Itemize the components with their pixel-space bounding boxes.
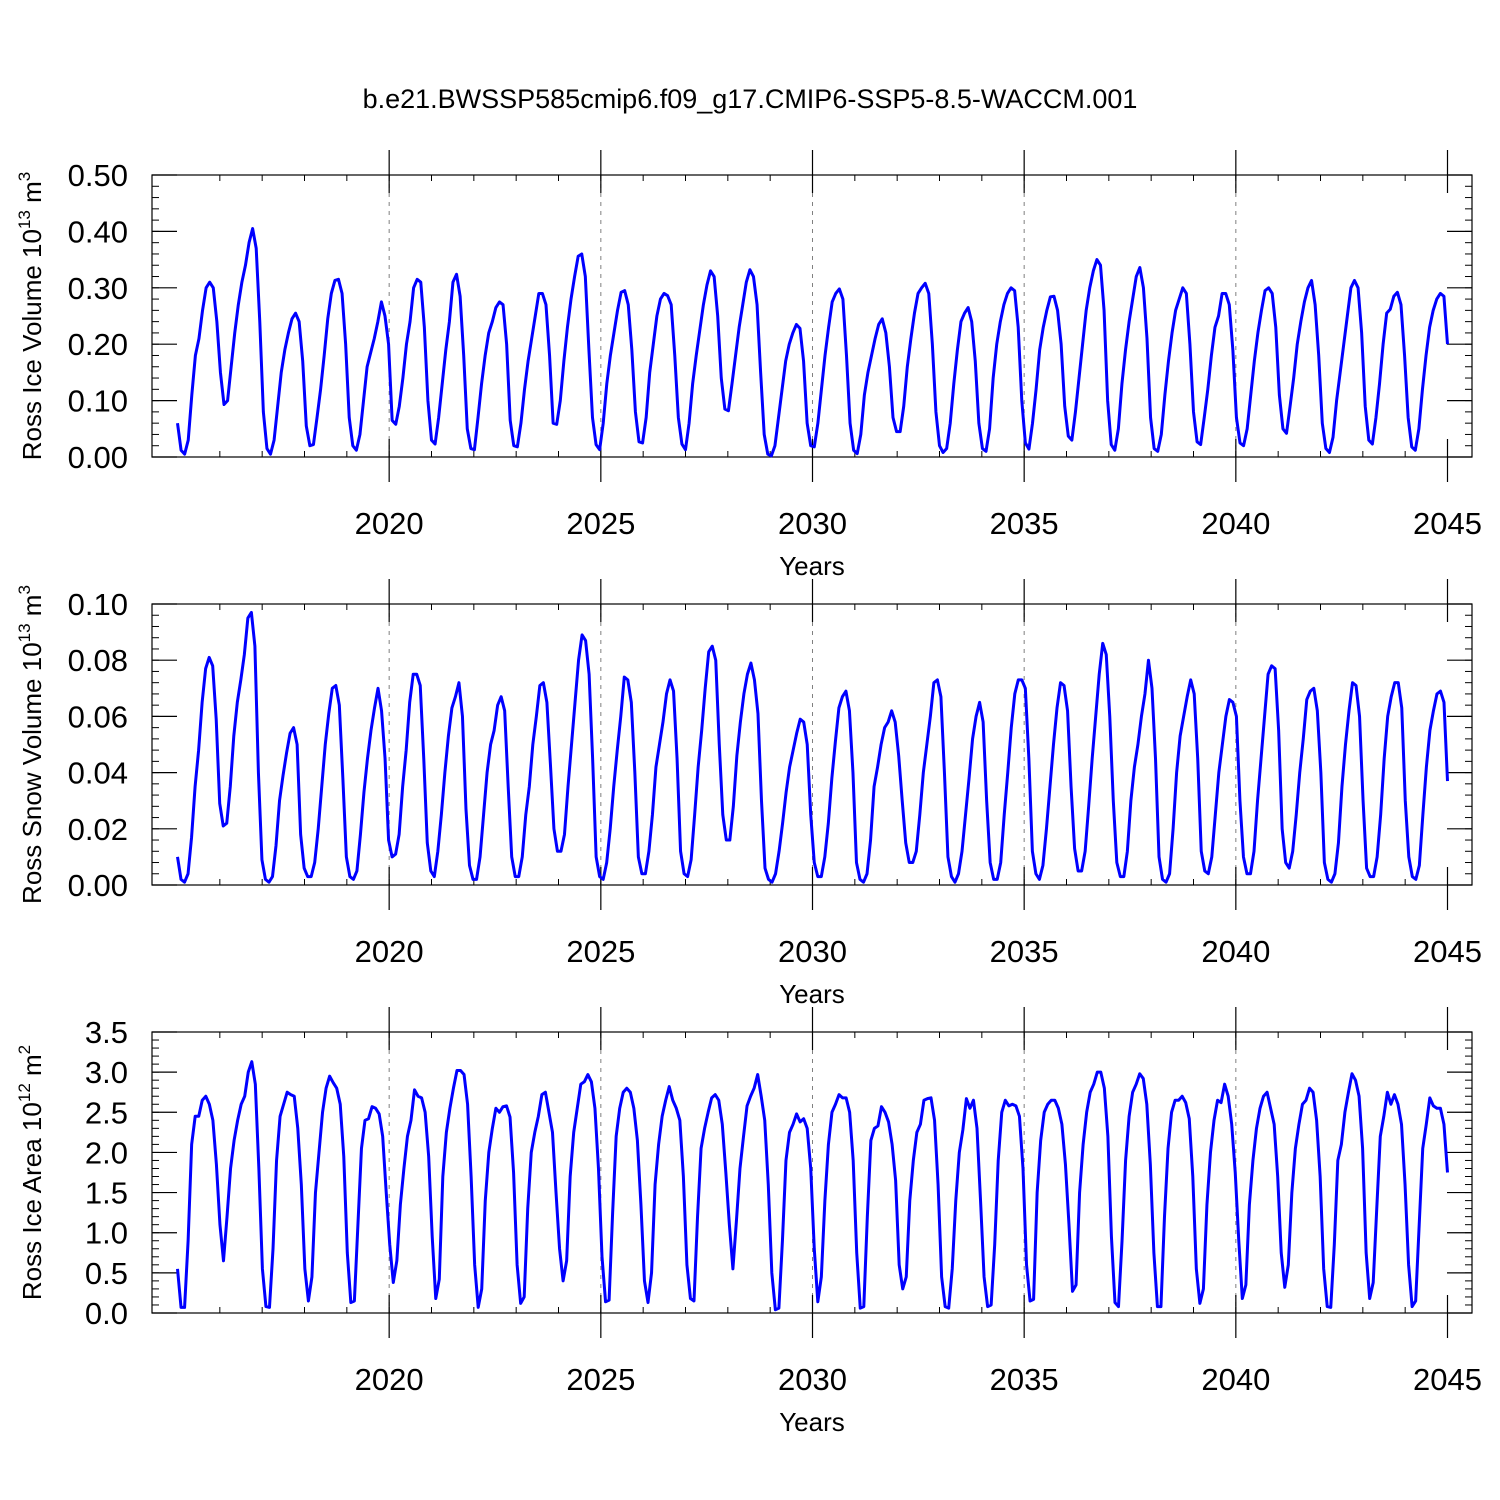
y-axis-label-part: m bbox=[17, 595, 47, 624]
x-tick-label: 2045 bbox=[1413, 934, 1482, 969]
x-tick-label: 2045 bbox=[1413, 506, 1482, 541]
y-tick-label: 0.00 bbox=[68, 440, 128, 475]
y-tick-label: 0.40 bbox=[68, 214, 128, 249]
y-axis-label-part: 3 bbox=[15, 172, 34, 181]
y-axis-label-part: Ross Ice Volume 10 bbox=[17, 229, 47, 460]
y-tick-label: 0.20 bbox=[68, 327, 128, 362]
y-tick-label: 0.00 bbox=[68, 868, 128, 903]
x-tick-label: 2035 bbox=[990, 1362, 1059, 1397]
y-tick-label: 0.10 bbox=[68, 587, 128, 622]
y-axis-label: Ross Ice Volume 1013 m3 bbox=[15, 172, 47, 461]
y-axis-label: Ross Snow Volume 1013 m3 bbox=[15, 585, 47, 904]
x-tick-label: 2030 bbox=[778, 1362, 847, 1397]
x-tick-label: 2040 bbox=[1201, 1362, 1270, 1397]
y-tick-label: 0.08 bbox=[68, 643, 128, 678]
x-tick-label: 2045 bbox=[1413, 1362, 1482, 1397]
series-line-1 bbox=[176, 610, 1449, 884]
y-axis-label-part: m bbox=[17, 1054, 47, 1083]
y-tick-label: 3.0 bbox=[85, 1055, 128, 1090]
y-axis-label-part: 12 bbox=[15, 1083, 34, 1102]
x-axis-label: Years bbox=[779, 551, 845, 581]
page-title: b.e21.BWSSP585cmip6.f09_g17.CMIP6-SSP5-8… bbox=[362, 84, 1138, 114]
y-tick-label: 3.5 bbox=[85, 1015, 128, 1050]
x-tick-label: 2025 bbox=[566, 934, 635, 969]
x-tick-label: 2030 bbox=[778, 934, 847, 969]
x-tick-label: 2020 bbox=[355, 1362, 424, 1397]
y-axis-label-part: Ross Snow Volume 10 bbox=[17, 642, 47, 904]
y-tick-label: 0.0 bbox=[85, 1296, 128, 1331]
x-tick-label: 2035 bbox=[990, 934, 1059, 969]
x-tick-label: 2025 bbox=[566, 1362, 635, 1397]
y-tick-label: 0.06 bbox=[68, 699, 128, 734]
y-axis-label: Ross Ice Area 1012 m2 bbox=[15, 1045, 47, 1300]
x-tick-label: 2040 bbox=[1201, 934, 1270, 969]
y-tick-label: 0.50 bbox=[68, 158, 128, 193]
y-axis-label-part: m bbox=[17, 181, 47, 210]
y-tick-label: 2.5 bbox=[85, 1095, 128, 1130]
y-axis-label-part: 2 bbox=[15, 1045, 34, 1054]
y-tick-label: 2.0 bbox=[85, 1135, 128, 1170]
y-axis-label-part: Ross Ice Area 10 bbox=[17, 1102, 47, 1300]
y-tick-label: 1.5 bbox=[85, 1176, 128, 1211]
x-tick-label: 2035 bbox=[990, 506, 1059, 541]
chart-panel-2: 0.00 0.02 0.04 0.06 0.08 0.10 2020 2025 2030 2035… bbox=[15, 579, 1482, 1009]
y-tick-label: 0.02 bbox=[68, 812, 128, 847]
x-tick-label: 2030 bbox=[778, 506, 847, 541]
chart-panel-3: 0.0 0.5 1.0 1.5 2.0 2.5 3.0 3.5 2020 2025 2030 2035… bbox=[15, 1007, 1482, 1437]
y-axis-label-part: 3 bbox=[15, 585, 34, 594]
x-axis-label: Years bbox=[779, 979, 845, 1009]
series-line-1 bbox=[176, 227, 1449, 458]
x-tick-label: 2020 bbox=[355, 506, 424, 541]
y-axis-label-part: 13 bbox=[15, 210, 34, 229]
chart-panel-1: 0.00 0.10 0.20 0.30 0.40 0.50 2020 2025 2030 2035… bbox=[15, 150, 1482, 581]
x-tick-label: 2020 bbox=[355, 934, 424, 969]
y-tick-label: 0.10 bbox=[68, 384, 128, 419]
x-axis-label: Years bbox=[779, 1407, 845, 1437]
y-axis-label-part: 13 bbox=[15, 623, 34, 642]
y-tick-label: 0.30 bbox=[68, 271, 128, 306]
x-tick-label: 2040 bbox=[1201, 506, 1270, 541]
y-tick-label: 0.04 bbox=[68, 756, 128, 791]
y-tick-label: 0.5 bbox=[85, 1256, 128, 1291]
series-line-1 bbox=[176, 1060, 1449, 1312]
x-tick-label: 2025 bbox=[566, 506, 635, 541]
y-tick-label: 1.0 bbox=[85, 1216, 128, 1251]
